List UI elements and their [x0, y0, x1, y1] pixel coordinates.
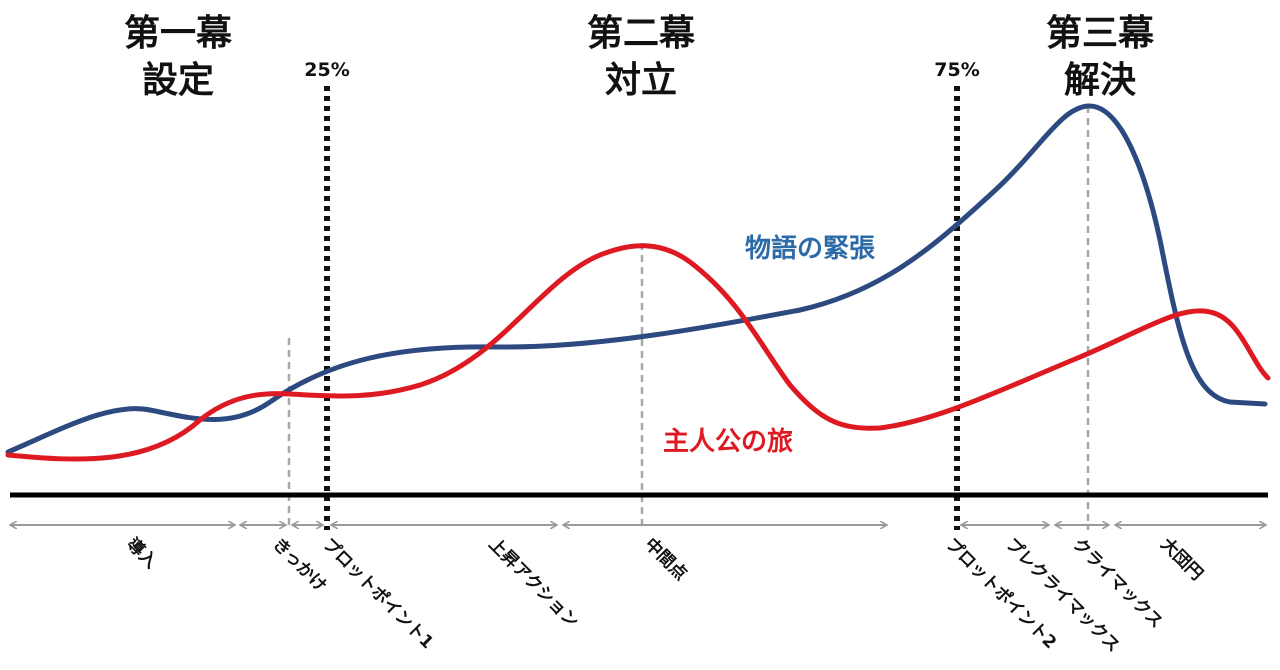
journey-curve [5, 243, 1271, 462]
stage-label-resolution: 大団円 [1156, 534, 1207, 585]
journey-curve-label: 主人公の旅 [663, 427, 793, 457]
act2-subtitle: 対立 [605, 60, 677, 101]
tension-curve-label: 物語の緊張 [745, 233, 875, 264]
act1-title: 第一幕 [124, 13, 233, 54]
stage-label-rising-action: 上昇アクション [484, 534, 582, 632]
plot-point-25-label: 25% [304, 59, 349, 81]
tension-curve [5, 103, 1268, 455]
act3-title: 第三幕 [1046, 13, 1155, 54]
stage-label-inciting-incident: きっかけ [268, 534, 330, 596]
stage-label-pre-climax: プレクライマックス [1001, 534, 1124, 657]
stage-label-midpoint: 中間点 [640, 534, 691, 585]
plot-point-75-label: 75% [934, 59, 979, 81]
stage-label-plot-point-1: プロットポイント1 [318, 534, 437, 653]
act2-title: 第二幕 [587, 13, 696, 54]
stage-label-plot-point-2: プロットポイント2 [941, 534, 1060, 653]
stage-label-introduction: 導入 [122, 534, 161, 573]
act3-subtitle: 解決 [1064, 60, 1136, 101]
act1-subtitle: 設定 [142, 60, 214, 101]
